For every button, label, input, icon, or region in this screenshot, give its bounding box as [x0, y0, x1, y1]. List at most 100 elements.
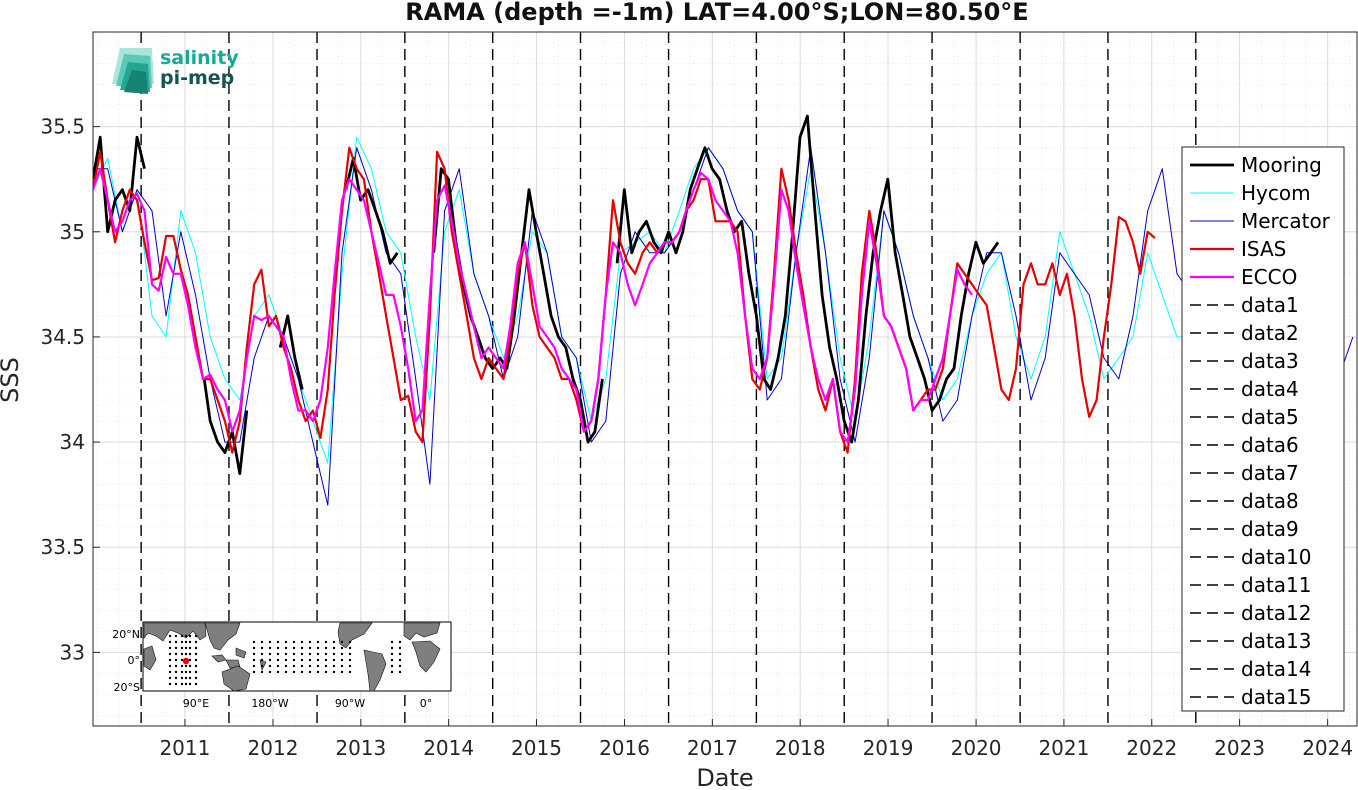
mooring-site-dot [340, 646, 344, 650]
mooring-site-dot [340, 664, 344, 668]
mooring-site-dot [284, 652, 288, 656]
mooring-site-dot [174, 634, 178, 638]
map-lon-label: 90°W [335, 697, 365, 710]
mooring-site-dot [174, 676, 178, 680]
legend-label: data12 [1241, 601, 1312, 625]
mooring-site-dot [174, 658, 178, 662]
legend-label: Mooring [1241, 153, 1322, 177]
mooring-site-dot [180, 664, 184, 668]
wave-stack-icon [112, 48, 154, 94]
mooring-site-dot [308, 658, 312, 662]
mooring-site-dot [180, 646, 184, 650]
mooring-site-dot [284, 664, 288, 668]
mooring-site-dot [252, 658, 256, 662]
mooring-site-dot [188, 664, 192, 668]
mooring-site-dot [300, 664, 304, 668]
mooring-site-dot [308, 652, 312, 656]
mooring-site-dot [168, 658, 172, 662]
mooring-site-dot [398, 658, 402, 662]
mooring-site-dot [348, 658, 352, 662]
mooring-site-dot [180, 682, 184, 686]
mooring-site-dot [168, 682, 172, 686]
mooring-site-dot [194, 682, 198, 686]
mooring-site-dot [260, 658, 264, 662]
x-tick-label: 2016 [599, 736, 650, 760]
x-tick-label: 2022 [1126, 736, 1177, 760]
mooring-site-dot [180, 676, 184, 680]
legend-label: data9 [1241, 517, 1299, 541]
mooring-site-dot [390, 670, 394, 674]
mooring-site-dot [174, 670, 178, 674]
mooring-site-dot [284, 670, 288, 674]
mooring-site-dot [292, 646, 296, 650]
mooring-site-dot [188, 652, 192, 656]
mooring-site-dot [268, 640, 272, 644]
mooring-site-dot [184, 646, 188, 650]
legend-box [1181, 146, 1345, 712]
x-tick-label: 2012 [248, 736, 299, 760]
mooring-site-dot [260, 670, 264, 674]
x-tick-label: 2015 [511, 736, 562, 760]
mooring-site-dot [316, 658, 320, 662]
mooring-site-dot [398, 646, 402, 650]
mooring-site-dot [316, 640, 320, 644]
mooring-site-dot [268, 646, 272, 650]
y-tick-label: 33 [60, 640, 85, 664]
legend-label: data10 [1241, 545, 1312, 569]
mooring-site-dot [260, 640, 264, 644]
x-tick-label: 2014 [423, 736, 474, 760]
mooring-site-dot [300, 640, 304, 644]
legend-label: data14 [1241, 657, 1312, 681]
mooring-site-dot [188, 640, 192, 644]
mooring-site-dot [168, 646, 172, 650]
logo-line1: salinity [160, 47, 239, 69]
legend-label: ISAS [1241, 237, 1286, 261]
mooring-site-dot [398, 664, 402, 668]
mooring-site-dot [316, 670, 320, 674]
mooring-site-dot [168, 676, 172, 680]
mooring-site-dot [292, 670, 296, 674]
series-mercator-line [93, 147, 1354, 506]
series-mooring-line [278, 314, 304, 390]
mooring-site-dot [292, 640, 296, 644]
mooring-site-dot [300, 646, 304, 650]
mooring-site-dot [292, 658, 296, 662]
x-tick-label: 2017 [687, 736, 738, 760]
mooring-site-dot [184, 682, 188, 686]
mooring-site-dot [188, 658, 192, 662]
mooring-site-dot [308, 664, 312, 668]
legend-label: data8 [1241, 489, 1299, 513]
mooring-site-dot [300, 652, 304, 656]
series-lines [93, 114, 1354, 506]
mooring-site-dot [324, 646, 328, 650]
mooring-site-dot [340, 640, 344, 644]
mooring-site-dot [332, 658, 336, 662]
mooring-site-dot [268, 652, 272, 656]
x-tick-label: 2011 [159, 736, 210, 760]
x-ticks: 2011 2012 2013 2014 2015 2016 2017 2018 2019 2020… [159, 719, 1353, 760]
mooring-site-dot [168, 664, 172, 668]
mooring-site-dot [276, 646, 280, 650]
y-tick-label: 33.5 [40, 535, 85, 559]
map-lat-label: 20°N [112, 628, 140, 641]
mooring-site-dot [292, 652, 296, 656]
mooring-site-dot [348, 652, 352, 656]
mooring-site-dot [188, 676, 192, 680]
legend-label: ECCO [1241, 265, 1297, 289]
mooring-site-dot [188, 670, 192, 674]
mooring-site-dot [276, 658, 280, 662]
x-tick-label: 2021 [1038, 736, 1089, 760]
mooring-site-dot [268, 664, 272, 668]
mooring-site-dot [284, 640, 288, 644]
mooring-site-dot [184, 652, 188, 656]
series-mooring-line [615, 114, 1000, 444]
legend-label: data5 [1241, 405, 1299, 429]
mooring-site-dot [174, 664, 178, 668]
legend-label: Hycom [1241, 181, 1311, 205]
mooring-site-dot [184, 670, 188, 674]
mooring-site-dot [340, 652, 344, 656]
legend: Mooring Hycom Mercator ISAS ECCO data1 data2 da… [1181, 146, 1345, 712]
mooring-site-dot [194, 646, 198, 650]
map-lat-label: 0° [128, 654, 141, 667]
